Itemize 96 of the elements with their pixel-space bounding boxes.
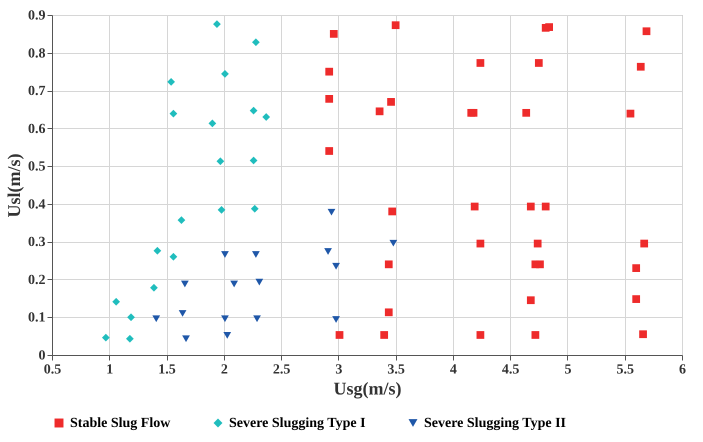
x-tick-label: 5.5 — [616, 362, 634, 378]
point — [545, 23, 553, 31]
point — [112, 298, 120, 306]
point — [223, 332, 232, 339]
point — [178, 216, 186, 224]
point — [542, 202, 550, 210]
y-tick-label: 0 — [38, 348, 46, 364]
x-tick-label: 5 — [564, 362, 572, 378]
point — [252, 251, 260, 258]
point — [154, 246, 162, 255]
point — [632, 295, 640, 303]
point — [632, 264, 640, 272]
point — [250, 156, 258, 164]
y-axis-title: Usl(m/s) — [4, 154, 24, 218]
point — [526, 202, 535, 210]
point — [325, 147, 334, 155]
point — [178, 310, 186, 317]
x-tick-label: 2.5 — [272, 362, 290, 378]
point — [221, 70, 229, 78]
point — [208, 120, 216, 128]
point — [253, 315, 261, 322]
point — [324, 248, 332, 255]
point — [230, 280, 238, 288]
point — [250, 106, 258, 114]
x-tick-label: 4 — [450, 362, 457, 378]
legend-label: Severe Slugging Type I — [229, 416, 366, 431]
point — [325, 94, 334, 103]
point — [102, 334, 110, 342]
y-tick-label: 0.5 — [28, 160, 46, 175]
point — [252, 38, 260, 46]
point — [387, 98, 395, 106]
x-tick-label: 0.5 — [44, 362, 62, 378]
point — [150, 284, 158, 292]
x-tick-label: 1 — [106, 362, 114, 378]
point — [181, 280, 189, 288]
point — [388, 208, 396, 216]
point — [476, 59, 484, 67]
point — [216, 157, 224, 166]
point — [526, 296, 535, 304]
point — [221, 315, 229, 322]
y-tick-label: 0.9 — [28, 8, 46, 24]
point — [534, 240, 542, 248]
point — [642, 27, 650, 36]
point — [152, 315, 160, 322]
x-tick-label: 2 — [220, 362, 228, 378]
point — [626, 110, 634, 118]
x-tick-label: 3 — [335, 362, 342, 378]
point — [221, 251, 229, 258]
legend-label: Severe Slugging Type II — [424, 416, 566, 431]
point — [384, 308, 393, 316]
point — [332, 262, 340, 270]
point — [250, 204, 259, 213]
y-tick-label: 0.6 — [28, 122, 46, 137]
point — [330, 30, 338, 38]
y-tick-label: 0.8 — [28, 46, 46, 62]
point — [392, 21, 400, 30]
point — [325, 68, 334, 76]
y-tick-label: 0.4 — [28, 197, 46, 212]
point — [389, 240, 398, 247]
point — [255, 278, 264, 286]
point — [470, 202, 479, 210]
point — [336, 331, 344, 339]
y-tick-label: 0.1 — [28, 310, 46, 326]
point — [182, 335, 190, 342]
x-tick-label: 1.5 — [158, 362, 176, 378]
x-tick-label: 4.5 — [502, 362, 520, 378]
point — [640, 240, 648, 248]
point — [262, 113, 270, 121]
x-axis-title: Usg(m/s) — [334, 378, 402, 398]
point — [376, 107, 384, 116]
x-tick-label: 6 — [679, 362, 686, 378]
point — [218, 206, 226, 214]
legend-label: Stable Slug Flow — [70, 416, 172, 431]
point — [126, 334, 134, 343]
point — [380, 331, 388, 339]
point — [170, 110, 178, 118]
point — [536, 260, 544, 268]
point — [127, 313, 135, 322]
point — [170, 252, 178, 261]
point — [213, 20, 221, 28]
x-tick-label: 3.5 — [387, 362, 405, 378]
point — [522, 108, 530, 117]
point — [476, 331, 484, 339]
point — [534, 59, 543, 67]
point — [636, 62, 645, 71]
y-tick-label: 0.2 — [28, 272, 46, 288]
y-tick-label: 0.3 — [28, 235, 46, 250]
point — [532, 331, 540, 339]
point — [639, 330, 647, 338]
point — [470, 108, 478, 117]
y-tick-label: 0.7 — [28, 84, 46, 100]
point — [384, 260, 393, 268]
point — [328, 208, 336, 216]
point — [476, 240, 484, 248]
point — [167, 78, 175, 86]
point — [332, 316, 340, 323]
